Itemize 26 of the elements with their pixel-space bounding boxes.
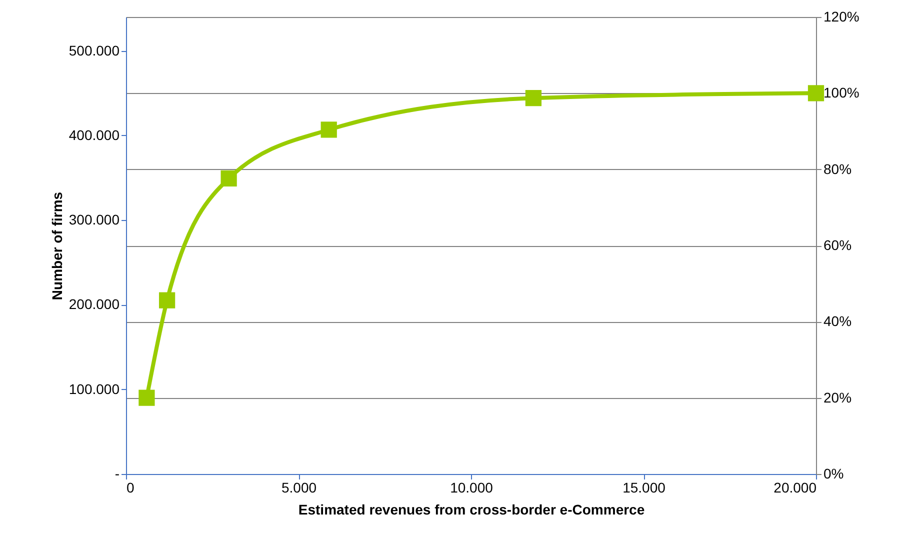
point — [320, 122, 337, 138]
x-tick-label: 0 — [126, 480, 134, 496]
point — [808, 85, 824, 102]
point — [158, 292, 176, 308]
y2-tick-label: 80% — [824, 160, 852, 177]
x-axis-title: Estimated revenues from cross-border e-Commerce — [298, 502, 645, 518]
y-tick-label: - — [114, 466, 120, 482]
y2-tick-label: 100% — [824, 84, 860, 101]
y-tick-label: 400.000 — [68, 126, 120, 143]
point — [525, 90, 542, 106]
x-tick-label: 10.000 — [450, 480, 494, 496]
y-tick-label: 500.000 — [68, 42, 120, 58]
y-axis-title: Number of firms — [48, 192, 65, 300]
x-tick-label: 20.000 — [774, 480, 817, 496]
y2-tick-label: 60% — [824, 237, 852, 253]
y2-tick-label: 40% — [824, 313, 852, 330]
y-tick-label: 200.000 — [68, 296, 120, 312]
y-tick-label: 300.000 — [68, 212, 120, 228]
point — [220, 170, 237, 187]
y2-tick-label: 20% — [824, 389, 852, 406]
y-tick-label: 100.000 — [68, 380, 120, 397]
x-tick-label: 5.000 — [281, 480, 317, 496]
y2-tick-label: 120% — [824, 8, 860, 24]
x-tick-label: 15.000 — [622, 480, 666, 496]
y2-tick-label: 0% — [824, 466, 844, 482]
point — [138, 390, 155, 406]
